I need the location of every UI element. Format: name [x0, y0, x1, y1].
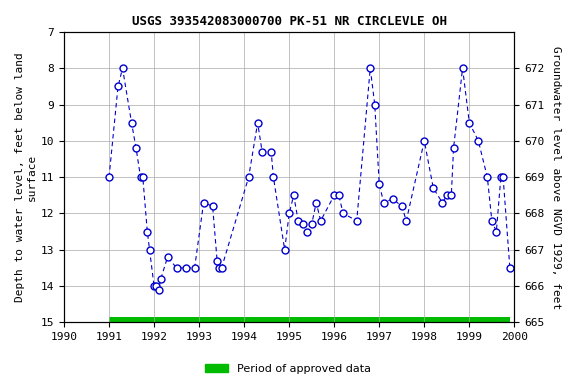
Legend: Period of approved data: Period of approved data [201, 359, 375, 379]
Y-axis label: Depth to water level, feet below land
surface: Depth to water level, feet below land su… [15, 52, 37, 302]
Title: USGS 393542083000700 PK-51 NR CIRCLEVLE OH: USGS 393542083000700 PK-51 NR CIRCLEVLE … [132, 15, 446, 28]
Y-axis label: Groundwater level above NGVD 1929, feet: Groundwater level above NGVD 1929, feet [551, 46, 561, 309]
